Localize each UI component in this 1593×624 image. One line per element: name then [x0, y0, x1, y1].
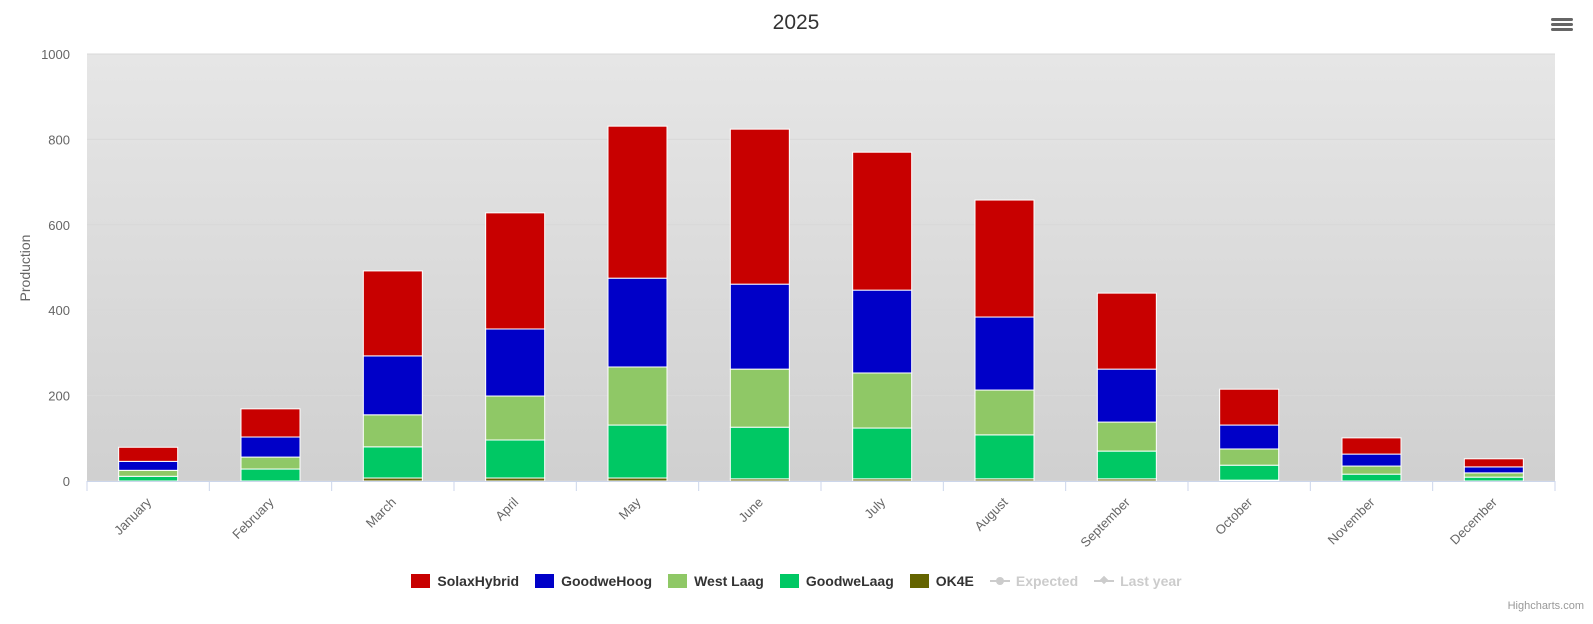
bar-west-laag-june[interactable] [729, 368, 790, 428]
bar-goodwehoog-november[interactable] [1341, 453, 1402, 467]
bar-west-laag-july[interactable] [852, 372, 913, 429]
legend-item-ok4e[interactable]: OK4E [909, 573, 974, 589]
credit-link[interactable]: Highcharts.com [1507, 600, 1584, 612]
bar-goodwehoog-january[interactable] [118, 460, 179, 471]
plot-background [87, 54, 1555, 481]
y-tick-label: 1000 [41, 47, 70, 62]
legend-item-expected[interactable]: Expected [989, 573, 1079, 589]
bar-solaxhybrid-may[interactable] [607, 125, 668, 279]
bar-goodwehoog-september[interactable] [1096, 368, 1157, 423]
bar-west-laag-december[interactable] [1463, 472, 1524, 478]
legend-item-goodwelaag[interactable]: GoodweLaag [779, 573, 894, 589]
bar-solaxhybrid-august[interactable] [974, 199, 1035, 318]
legend-label: Expected [1015, 573, 1079, 589]
legend-swatch [535, 574, 555, 588]
bar-solaxhybrid-april[interactable] [485, 212, 546, 330]
circle-line-marker-icon [989, 574, 1010, 588]
legend-item-goodwehoog[interactable]: GoodweHoog [535, 573, 652, 589]
bar-goodwelaag-august[interactable] [974, 434, 1035, 480]
legend-item-last-year[interactable]: Last year [1094, 573, 1182, 589]
bar-goodwelaag-may[interactable] [607, 424, 668, 479]
bar-west-laag-september[interactable] [1096, 421, 1157, 452]
y-tick-label: 0 [63, 474, 70, 489]
x-tick-label: June [735, 495, 766, 526]
bar-goodwehoog-march[interactable] [362, 355, 423, 416]
bar-solaxhybrid-march[interactable] [362, 270, 423, 357]
x-tick-label: February [229, 494, 277, 542]
y-tick-label: 200 [48, 389, 70, 404]
bar-west-laag-november[interactable] [1341, 465, 1402, 475]
bar-solaxhybrid-september[interactable] [1096, 292, 1157, 370]
x-tick-label: March [363, 495, 399, 531]
x-tick-label: July [861, 494, 888, 521]
bar-goodwelaag-january[interactable] [118, 475, 179, 482]
bar-goodwehoog-july[interactable] [852, 289, 913, 374]
y-tick-label: 400 [48, 303, 70, 318]
bar-goodwehoog-may[interactable] [607, 277, 668, 368]
legend-label: West Laag [694, 573, 764, 589]
x-tick-label: January [111, 494, 155, 538]
legend-item-west-laag[interactable]: West Laag [668, 573, 764, 589]
bar-goodwehoog-february[interactable] [240, 436, 301, 458]
y-axis-label: Production [17, 235, 33, 302]
bar-west-laag-january[interactable] [118, 469, 179, 477]
legend-swatch [668, 574, 688, 588]
bar-goodwelaag-october[interactable] [1219, 464, 1280, 481]
x-tick-label: November [1325, 494, 1378, 547]
legend-item-solaxhybrid[interactable]: SolaxHybrid [411, 573, 519, 589]
legend-swatch [411, 574, 431, 588]
bar-goodwelaag-december[interactable] [1463, 476, 1524, 482]
bar-solaxhybrid-november[interactable] [1341, 437, 1402, 455]
bar-goodwelaag-march[interactable] [362, 446, 423, 479]
bar-goodwelaag-april[interactable] [485, 439, 546, 479]
legend-swatch [909, 574, 929, 588]
bar-solaxhybrid-july[interactable] [852, 151, 913, 291]
y-tick-label: 800 [48, 132, 70, 147]
bar-goodwelaag-september[interactable] [1096, 450, 1157, 480]
bar-west-laag-august[interactable] [974, 389, 1035, 436]
x-tick-label: October [1212, 494, 1256, 538]
legend-label: Last year [1120, 573, 1182, 589]
legend-label: OK4E [935, 573, 974, 589]
x-tick-label: August [971, 494, 1010, 533]
bar-west-laag-march[interactable] [362, 414, 423, 448]
bar-west-laag-february[interactable] [240, 456, 301, 470]
bar-solaxhybrid-january[interactable] [118, 446, 179, 462]
bar-goodwelaag-june[interactable] [729, 426, 790, 480]
x-tick-label: April [492, 494, 521, 523]
legend-label: GoodweLaag [805, 573, 894, 589]
bar-solaxhybrid-february[interactable] [240, 408, 301, 438]
bar-goodwehoog-december[interactable] [1463, 466, 1524, 474]
bar-goodwelaag-february[interactable] [240, 468, 301, 482]
bar-goodwehoog-june[interactable] [729, 283, 790, 370]
bar-solaxhybrid-october[interactable] [1219, 388, 1280, 426]
bar-west-laag-april[interactable] [485, 395, 546, 441]
bar-solaxhybrid-december[interactable] [1463, 458, 1524, 468]
diamond-line-marker-icon [1094, 574, 1115, 588]
y-tick-label: 600 [48, 218, 70, 233]
chart-menu-button[interactable] [1551, 16, 1573, 33]
legend-swatch [779, 574, 799, 588]
bar-west-laag-october[interactable] [1219, 448, 1280, 466]
bar-goodwehoog-august[interactable] [974, 316, 1035, 391]
bar-goodwelaag-november[interactable] [1341, 473, 1402, 482]
bar-goodwehoog-april[interactable] [485, 328, 546, 397]
bar-solaxhybrid-june[interactable] [729, 128, 790, 285]
bar-west-laag-may[interactable] [607, 366, 668, 426]
legend-label: SolaxHybrid [437, 573, 520, 589]
legend-label: GoodweHoog [561, 573, 653, 589]
chart-title: 2025 [773, 11, 820, 34]
x-tick-label: December [1447, 494, 1500, 547]
x-tick-label: May [616, 494, 644, 522]
x-tick-label: September [1077, 494, 1133, 550]
legend: SolaxHybrid GoodweHoog West Laag GoodweLaag… [0, 573, 1593, 589]
bar-goodwehoog-october[interactable] [1219, 424, 1280, 450]
bar-goodwelaag-july[interactable] [852, 427, 913, 480]
